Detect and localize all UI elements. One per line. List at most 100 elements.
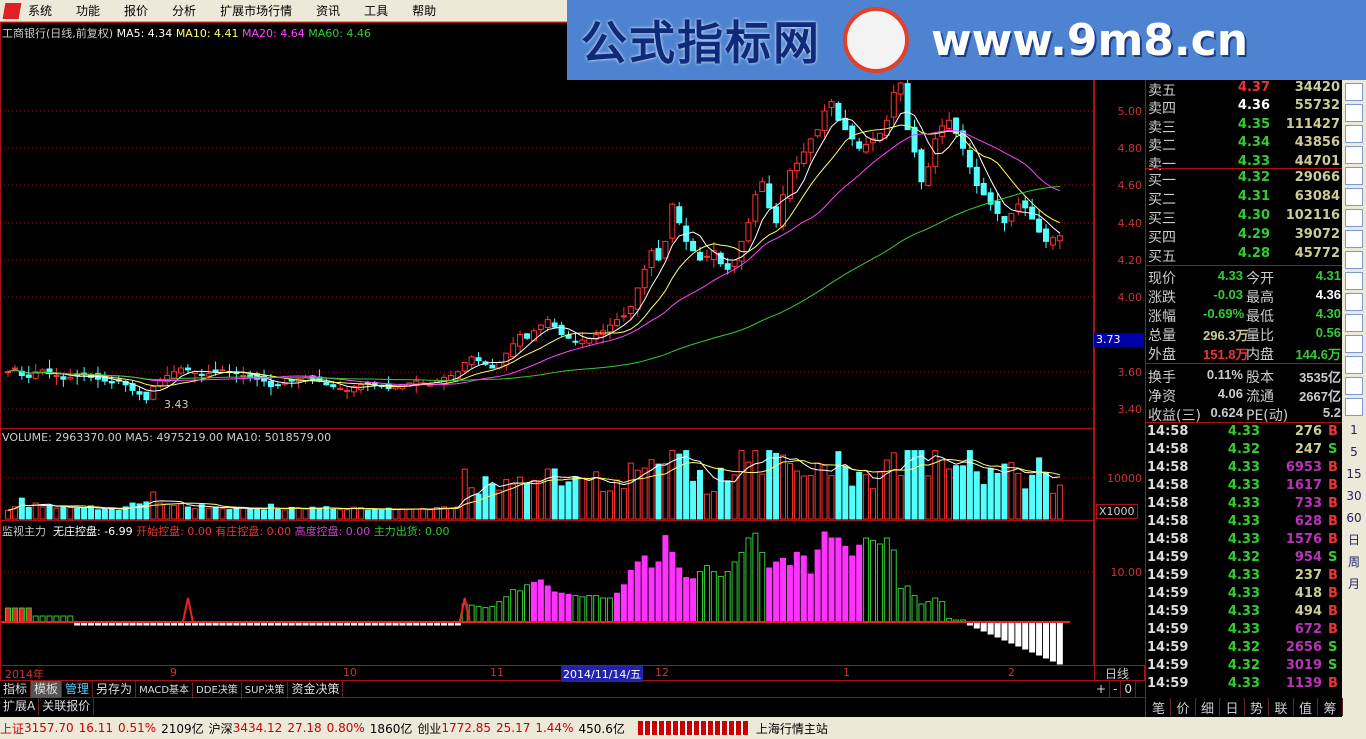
server-name[interactable]: 上海行情主站 bbox=[755, 721, 828, 736]
index-hs-label[interactable]: 沪深 bbox=[208, 721, 233, 736]
quote-value: 0.11% bbox=[1206, 367, 1243, 382]
volume-bar bbox=[157, 502, 164, 520]
period-5[interactable]: 日 bbox=[1347, 533, 1360, 547]
zoom-in-button[interactable]: + bbox=[1093, 681, 1111, 698]
right-tab[interactable]: 筹 bbox=[1319, 698, 1343, 717]
tab-macd[interactable]: MACD基本 bbox=[136, 682, 194, 699]
menu-news[interactable]: 资讯 bbox=[316, 4, 341, 18]
formula-icon[interactable] bbox=[1345, 293, 1363, 311]
tab-manage[interactable]: 管理 bbox=[62, 681, 94, 698]
period-label[interactable]: 日线 bbox=[1105, 667, 1130, 681]
tab-dde[interactable]: DDE决策 bbox=[193, 682, 242, 699]
index-cy-label[interactable]: 创业 bbox=[417, 721, 442, 736]
orderbook-divider bbox=[1146, 168, 1342, 169]
menu-system[interactable]: 系统 bbox=[28, 4, 53, 18]
volume-bar bbox=[247, 508, 254, 520]
price-axis-label: 4.60 bbox=[1117, 179, 1143, 192]
tab-extension-a[interactable]: 扩展A bbox=[0, 698, 40, 715]
volume-bar bbox=[267, 503, 274, 520]
quote-label: 现价 bbox=[1148, 271, 1176, 287]
chart-canvas[interactable] bbox=[0, 0, 1145, 680]
right-tab[interactable]: 势 bbox=[1245, 698, 1269, 717]
tick-side: B bbox=[1328, 424, 1338, 439]
period-1[interactable]: 5 bbox=[1350, 445, 1358, 459]
tick-price: 4.33 bbox=[1227, 424, 1260, 439]
price-axis-label: 5.00 bbox=[1117, 105, 1143, 118]
quote-label: 净资 bbox=[1148, 389, 1176, 405]
menu-extended-market[interactable]: 扩展市场行情 bbox=[220, 4, 293, 18]
list-icon[interactable] bbox=[1345, 188, 1363, 206]
menu-help[interactable]: 帮助 bbox=[412, 4, 437, 18]
f10-icon[interactable] bbox=[1345, 209, 1363, 227]
period-0[interactable]: 1 bbox=[1350, 423, 1358, 437]
menu-quote[interactable]: 报价 bbox=[124, 4, 149, 18]
buy-level-price: 4.29 bbox=[1237, 227, 1270, 242]
right-tab[interactable]: 笔 bbox=[1147, 698, 1171, 717]
tab-template[interactable]: 模板 bbox=[31, 681, 63, 698]
indicator-pane[interactable] bbox=[0, 520, 1094, 666]
candle-body bbox=[351, 386, 357, 393]
wave-icon[interactable] bbox=[1345, 335, 1363, 353]
tab-fund[interactable]: 资金决策 bbox=[288, 681, 344, 698]
tick-price: 4.33 bbox=[1227, 496, 1260, 511]
index-cy-amount: 450.6亿 bbox=[578, 721, 625, 736]
menu-analysis[interactable]: 分析 bbox=[172, 4, 197, 18]
volume-bar bbox=[800, 475, 807, 520]
move-icon[interactable] bbox=[1345, 398, 1363, 416]
index-sh-label[interactable]: 上证 bbox=[0, 721, 25, 736]
tree-icon[interactable] bbox=[1345, 230, 1363, 248]
rsi-icon[interactable] bbox=[1345, 356, 1363, 374]
table-icon[interactable] bbox=[1345, 125, 1363, 143]
ma20-line bbox=[7, 129, 1061, 385]
tick-volume: 247 bbox=[1294, 442, 1322, 457]
tick-time: 14:59 bbox=[1147, 568, 1189, 583]
volume-bar bbox=[219, 508, 226, 520]
tab-save-as[interactable]: 另存为 bbox=[93, 681, 137, 698]
period-7[interactable]: 月 bbox=[1347, 577, 1360, 591]
quote-label: 总量 bbox=[1148, 328, 1176, 344]
circle-icon[interactable] bbox=[1345, 314, 1363, 332]
self-select-icon[interactable] bbox=[1345, 251, 1363, 269]
right-tab[interactable]: 日 bbox=[1221, 698, 1245, 717]
right-tab[interactable]: 细 bbox=[1196, 698, 1220, 717]
tab-related-quote[interactable]: 关联报价 bbox=[39, 698, 95, 715]
candle-body bbox=[454, 371, 461, 380]
candle-body bbox=[821, 110, 828, 131]
candle-body bbox=[537, 324, 544, 330]
checklist-icon[interactable] bbox=[1345, 104, 1363, 122]
quote-value: 4.06 bbox=[1217, 386, 1243, 401]
candle-body bbox=[697, 251, 703, 261]
line-chart-icon[interactable] bbox=[1345, 146, 1363, 164]
down-arrow-icon[interactable] bbox=[1345, 83, 1363, 101]
volume-bar bbox=[620, 488, 627, 520]
ma5-value: MA5: 4.34 bbox=[116, 27, 173, 40]
volume-bar bbox=[364, 509, 371, 520]
right-tab[interactable]: 价 bbox=[1172, 698, 1196, 717]
menu-function[interactable]: 功能 bbox=[76, 4, 101, 18]
tab-indicator[interactable]: 指标 bbox=[0, 681, 32, 698]
index-cy-change: 25.17 bbox=[495, 721, 531, 735]
candlestick-icon[interactable] bbox=[1345, 167, 1363, 185]
right-tab[interactable]: 值 bbox=[1294, 698, 1318, 717]
candle-body bbox=[323, 382, 330, 386]
s-icon[interactable] bbox=[1345, 377, 1363, 395]
volume-axis-label: 10000 bbox=[1107, 472, 1142, 485]
period-2[interactable]: 15 bbox=[1346, 467, 1362, 481]
period-3[interactable]: 30 bbox=[1346, 489, 1362, 503]
sell-level-price: 4.36 bbox=[1237, 98, 1270, 114]
tick-time: 14:58 bbox=[1147, 478, 1189, 493]
period-4[interactable]: 60 bbox=[1346, 511, 1362, 525]
buy-level-price: 4.28 bbox=[1237, 246, 1270, 261]
right-tab[interactable]: 联 bbox=[1270, 698, 1294, 717]
volume-ma5: MA5: 4975219.00 bbox=[125, 431, 223, 444]
period-6[interactable]: 周 bbox=[1347, 555, 1360, 569]
zoom-reset-button[interactable]: 0 bbox=[1121, 681, 1137, 698]
quote-value: 144.6万 bbox=[1295, 347, 1341, 362]
tick-side: S bbox=[1328, 442, 1338, 457]
f12-icon[interactable] bbox=[1345, 272, 1363, 290]
volume-bar bbox=[420, 508, 427, 520]
zoom-out-button[interactable]: - bbox=[1110, 681, 1122, 698]
menu-tools[interactable]: 工具 bbox=[364, 4, 389, 18]
quote-label: 涨幅 bbox=[1148, 309, 1176, 325]
tab-sup[interactable]: SUP决策 bbox=[242, 682, 289, 699]
